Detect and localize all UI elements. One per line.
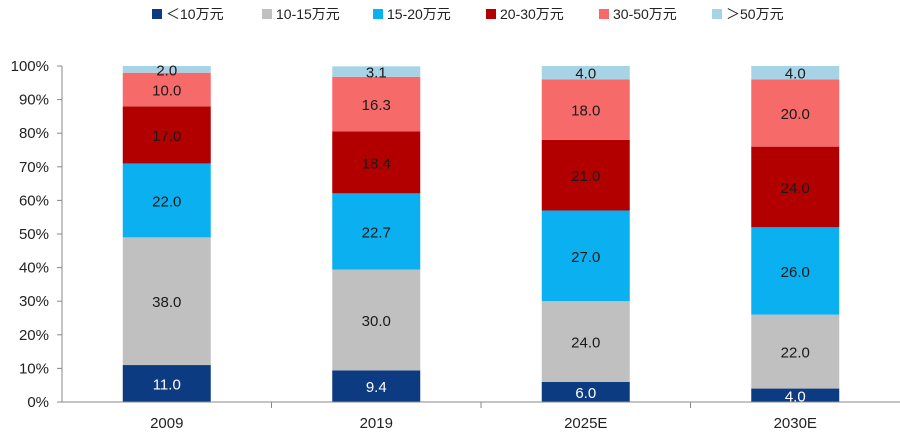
y-tick-label: 10%	[19, 360, 49, 377]
data-label: 24.0	[571, 335, 600, 352]
data-label: 4.0	[785, 388, 806, 405]
data-label: 38.0	[152, 294, 181, 311]
data-label: 27.0	[571, 249, 600, 266]
bar-segment	[751, 79, 840, 147]
bar-segment	[541, 381, 630, 402]
bar-segment	[332, 76, 421, 132]
bar-segment	[751, 314, 840, 389]
y-tick-label: 0%	[27, 394, 49, 411]
data-label: 10.0	[152, 83, 181, 100]
data-label: 3.1	[366, 65, 387, 82]
legend-label: 10-15万元	[276, 6, 340, 22]
legend-swatch	[262, 9, 272, 19]
y-tick-label: 100%	[11, 58, 49, 75]
data-label: 20.0	[781, 106, 810, 123]
legend: ＜10万元 10-15万元 15-20万元 20-30万元 30-50万元 ＞50万元	[152, 6, 784, 22]
bar-segment	[751, 146, 840, 228]
legend-swatch	[152, 9, 162, 19]
data-label: 22.0	[781, 345, 810, 362]
bar-segment	[332, 370, 421, 402]
bar-segment	[751, 388, 840, 402]
bars: 11.0 38.0 22.0 17.0 10.0 2.0 9.4 30.0 22.7 18.4 16…	[122, 62, 840, 405]
bar-segment	[541, 301, 630, 382]
bar-segment	[541, 210, 630, 302]
data-label: 18.4	[362, 155, 391, 172]
legend-label: 20-30万元	[500, 6, 564, 22]
bar-segment	[332, 193, 421, 270]
bar-segment	[122, 365, 211, 402]
x-tick-label: 2019	[360, 415, 393, 432]
data-label: 16.3	[362, 97, 391, 114]
bar-segment	[751, 227, 840, 315]
y-tick-label: 90%	[19, 92, 49, 109]
bar-segment	[122, 72, 211, 107]
bar-segment	[541, 66, 630, 80]
bar-segment	[122, 237, 211, 366]
data-label: 4.0	[575, 66, 596, 83]
legend-swatch	[599, 9, 609, 19]
legend-label: 15-20万元	[387, 6, 451, 22]
x-tick-label: 2025E	[564, 415, 607, 432]
data-label: 21.0	[571, 168, 600, 185]
bar-segment	[332, 66, 421, 77]
bar-segment	[332, 269, 421, 371]
y-tick-label: 70%	[19, 159, 49, 176]
bar-segment	[541, 139, 630, 211]
legend-label: 30-50万元	[613, 6, 677, 22]
y-tick-label: 30%	[19, 293, 49, 310]
data-label: 4.0	[785, 66, 806, 83]
bar-segment	[122, 163, 211, 238]
legend-swatch	[486, 9, 496, 19]
bar-segment	[751, 66, 840, 80]
x-tick-label: 2030E	[774, 415, 817, 432]
data-label: 30.0	[362, 313, 391, 330]
data-label: 6.0	[575, 385, 596, 402]
y-tick-label: 50%	[19, 226, 49, 243]
data-label: 17.0	[152, 128, 181, 145]
legend-swatch	[373, 9, 383, 19]
legend-label: ＞50万元	[726, 6, 784, 22]
bar-segment	[122, 106, 211, 164]
bar-segment	[541, 79, 630, 140]
legend-swatch	[712, 9, 722, 19]
data-label: 26.0	[781, 264, 810, 281]
y-axis: 0% 10% 20% 30% 40% 50% 60% 70% 80% 90% 100%	[11, 58, 63, 411]
y-tick-label: 40%	[19, 260, 49, 277]
bar-segment	[122, 66, 211, 73]
data-label: 24.0	[781, 180, 810, 197]
y-tick-label: 60%	[19, 192, 49, 209]
data-label: 9.4	[366, 379, 387, 396]
legend-label: ＜10万元	[166, 6, 224, 22]
data-label: 22.7	[362, 224, 391, 241]
data-label: 2.0	[156, 62, 177, 79]
x-tick-label: 2009	[150, 415, 183, 432]
y-tick-label: 80%	[19, 125, 49, 142]
x-axis: 2009 2019 2025E 2030E	[62, 401, 900, 432]
y-tick-label: 20%	[19, 327, 49, 344]
data-label: 18.0	[571, 103, 600, 120]
bar-segment	[332, 131, 421, 194]
data-label: 22.0	[152, 193, 181, 210]
data-label: 11.0	[153, 377, 181, 394]
